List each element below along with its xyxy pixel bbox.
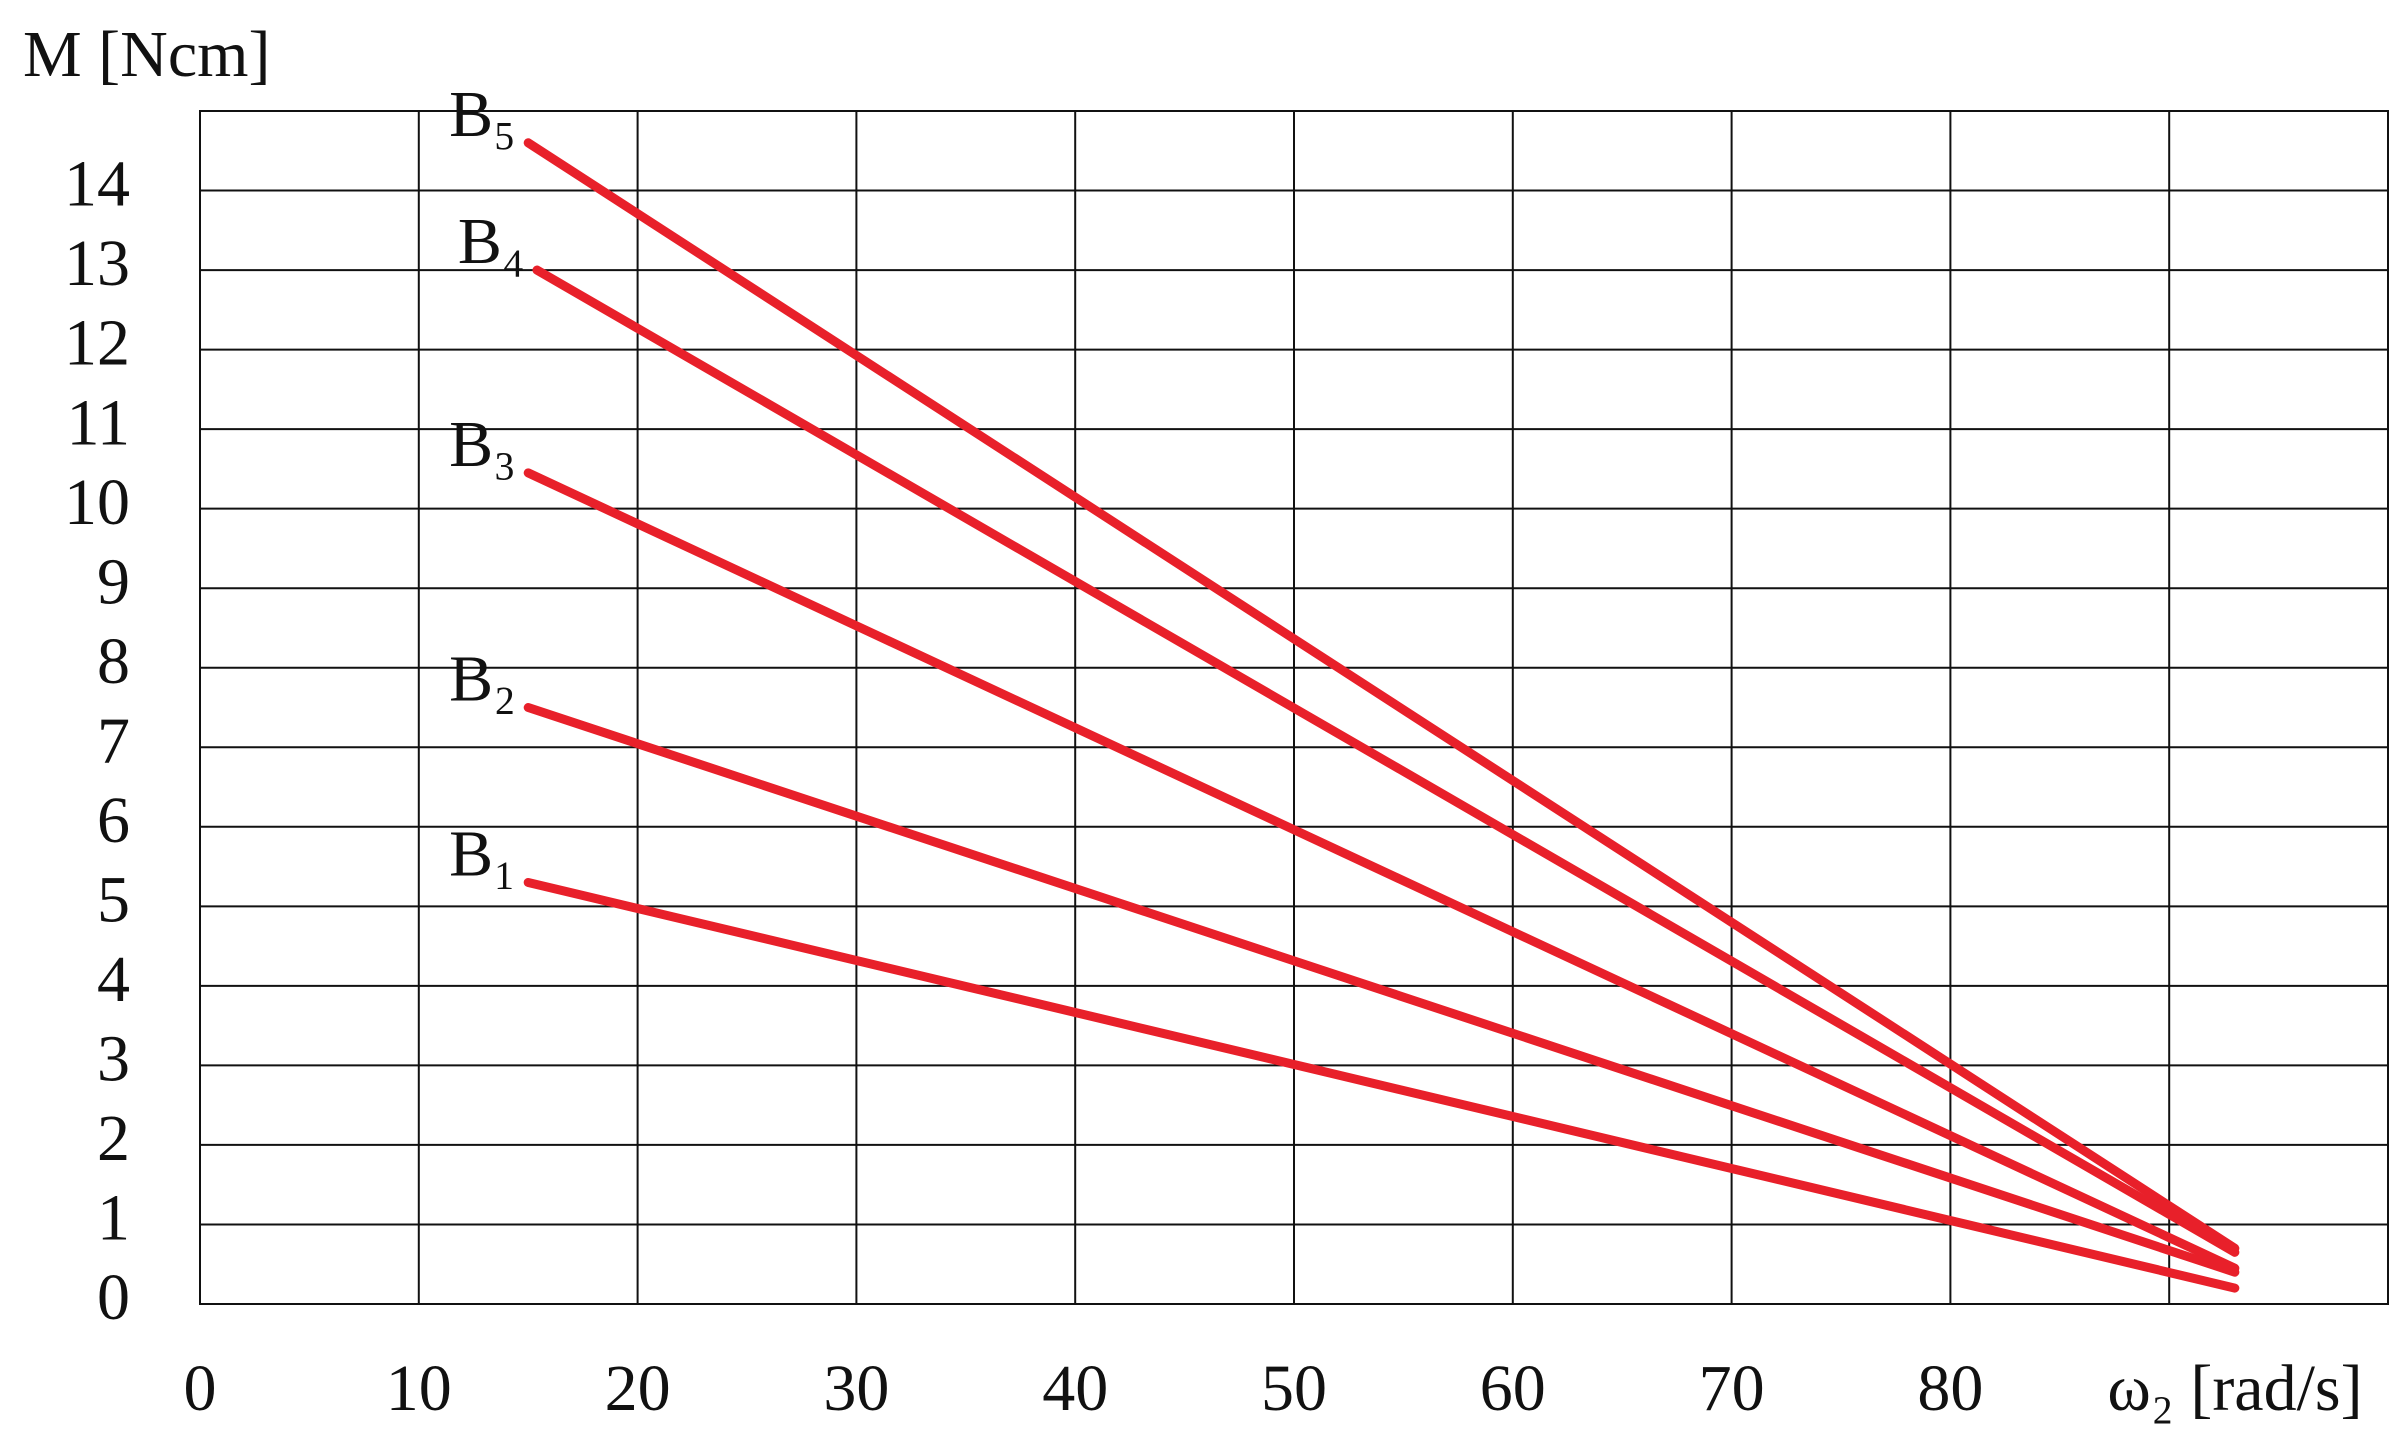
x-tick-label: 10 xyxy=(386,1352,452,1425)
x-tick-label: 80 xyxy=(1917,1352,1983,1425)
series-label: B₃ xyxy=(449,408,516,481)
x-tick-label: 70 xyxy=(1699,1352,1765,1425)
x-tick-label: 60 xyxy=(1480,1352,1546,1425)
series-line xyxy=(523,703,2240,1277)
y-tick-label: 0 xyxy=(97,1261,130,1334)
series-line xyxy=(523,877,2240,1293)
x-axis-label: ω₂ [rad/s] xyxy=(2107,1352,2362,1425)
x-tick-label: 0 xyxy=(184,1352,217,1425)
y-tick-label: 12 xyxy=(64,307,130,380)
y-axis-label: M [Ncm] xyxy=(23,18,270,91)
y-tick-label: 14 xyxy=(64,148,130,221)
x-tick-label: 20 xyxy=(605,1352,671,1425)
y-tick-label: 6 xyxy=(97,784,130,857)
y-tick-label: 5 xyxy=(97,863,130,936)
series-label: B₅ xyxy=(449,78,516,151)
series-line xyxy=(523,468,2240,1273)
y-tick-label: 11 xyxy=(66,386,130,459)
y-tick-label: 7 xyxy=(97,704,130,777)
y-tick-label: 13 xyxy=(64,227,130,300)
x-tick-label: 50 xyxy=(1261,1352,1327,1425)
y-tick-label: 8 xyxy=(97,625,130,698)
series-label: B₂ xyxy=(449,643,516,716)
x-tick-label: 40 xyxy=(1042,1352,1108,1425)
y-tick-label: 2 xyxy=(97,1102,130,1175)
series-line xyxy=(532,265,2240,1257)
series-label: B₁ xyxy=(449,818,516,891)
y-tick-label: 3 xyxy=(97,1023,130,1096)
y-tick-label: 9 xyxy=(97,545,130,618)
y-tick-label: 10 xyxy=(64,466,130,539)
y-tick-label: 1 xyxy=(97,1182,130,1255)
series-label: B₄ xyxy=(458,205,525,278)
y-tick-label: 4 xyxy=(97,943,130,1016)
series-line xyxy=(523,138,2240,1253)
x-tick-label: 30 xyxy=(823,1352,889,1425)
